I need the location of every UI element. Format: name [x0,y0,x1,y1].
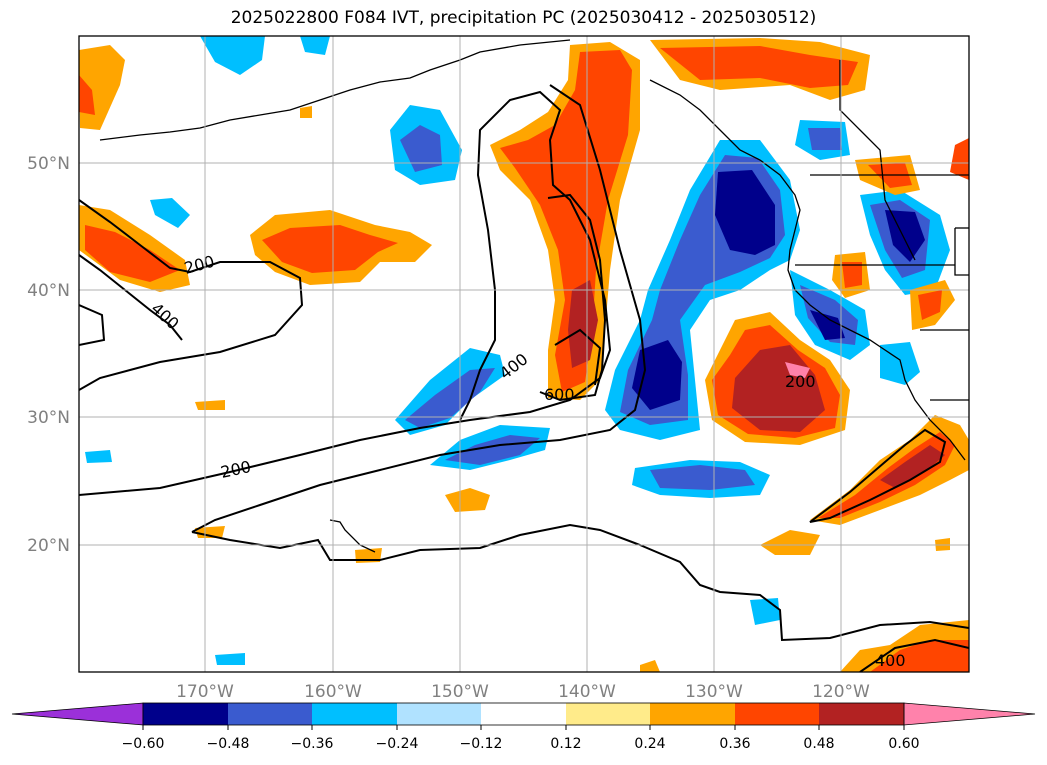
lat-label: 20°N [27,536,70,556]
colorbar-tick: −0.24 [376,736,419,752]
map-title: 2025022800 F084 IVT, precipitation PC (2… [230,8,817,28]
colorbar-tick: 0.36 [719,736,750,752]
colorbar-segment [566,703,650,725]
precip-anomaly-shading [79,36,969,672]
lon-labels: 170°W 160°W 150°W 140°W 130°W 120°W [176,682,870,702]
lon-label: 130°W [685,682,743,702]
lon-label: 140°W [558,682,616,702]
colorbar-segment [650,703,735,725]
graticule [79,36,969,672]
colorbar-segment [735,703,819,725]
lon-label: 170°W [176,682,234,702]
colorbar-segment [819,703,904,725]
contour-label: 600 [544,385,575,404]
colorbar-tick: −0.36 [291,736,334,752]
coastlines [99,39,969,553]
colorbar-segment [397,703,481,725]
colorbar-segment [143,703,228,725]
map-frame [78,35,970,673]
colorbar-tick: −0.48 [207,736,250,752]
lon-label: 120°W [812,682,870,702]
lat-label: 40°N [27,281,70,301]
contour-label: 200 [785,372,816,391]
colorbar-tick: 0.48 [803,736,834,752]
ivt-contours [79,84,969,672]
colorbar-tick: 0.60 [888,736,919,752]
lon-label: 150°W [431,682,489,702]
lat-labels: 50°N 40°N 30°N 20°N [27,154,70,556]
colorbar-segment [312,703,397,725]
colorbar-extend-min [11,702,144,726]
colorbar-segment [481,703,566,725]
colorbar-tick: 0.12 [550,736,581,752]
colorbar-tick: 0.24 [634,736,665,752]
colorbar-segment [228,703,312,725]
contour-label: 400 [875,651,906,670]
colorbar-extend-max [903,702,1036,726]
colorbar-tick: −0.12 [460,736,503,752]
lat-label: 30°N [27,408,70,428]
lat-label: 50°N [27,154,70,174]
colorbar: −0.60 −0.48 −0.36 −0.24 −0.12 0.12 0.24 … [11,702,1036,752]
lon-label: 160°W [304,682,362,702]
colorbar-tick: −0.60 [122,736,165,752]
